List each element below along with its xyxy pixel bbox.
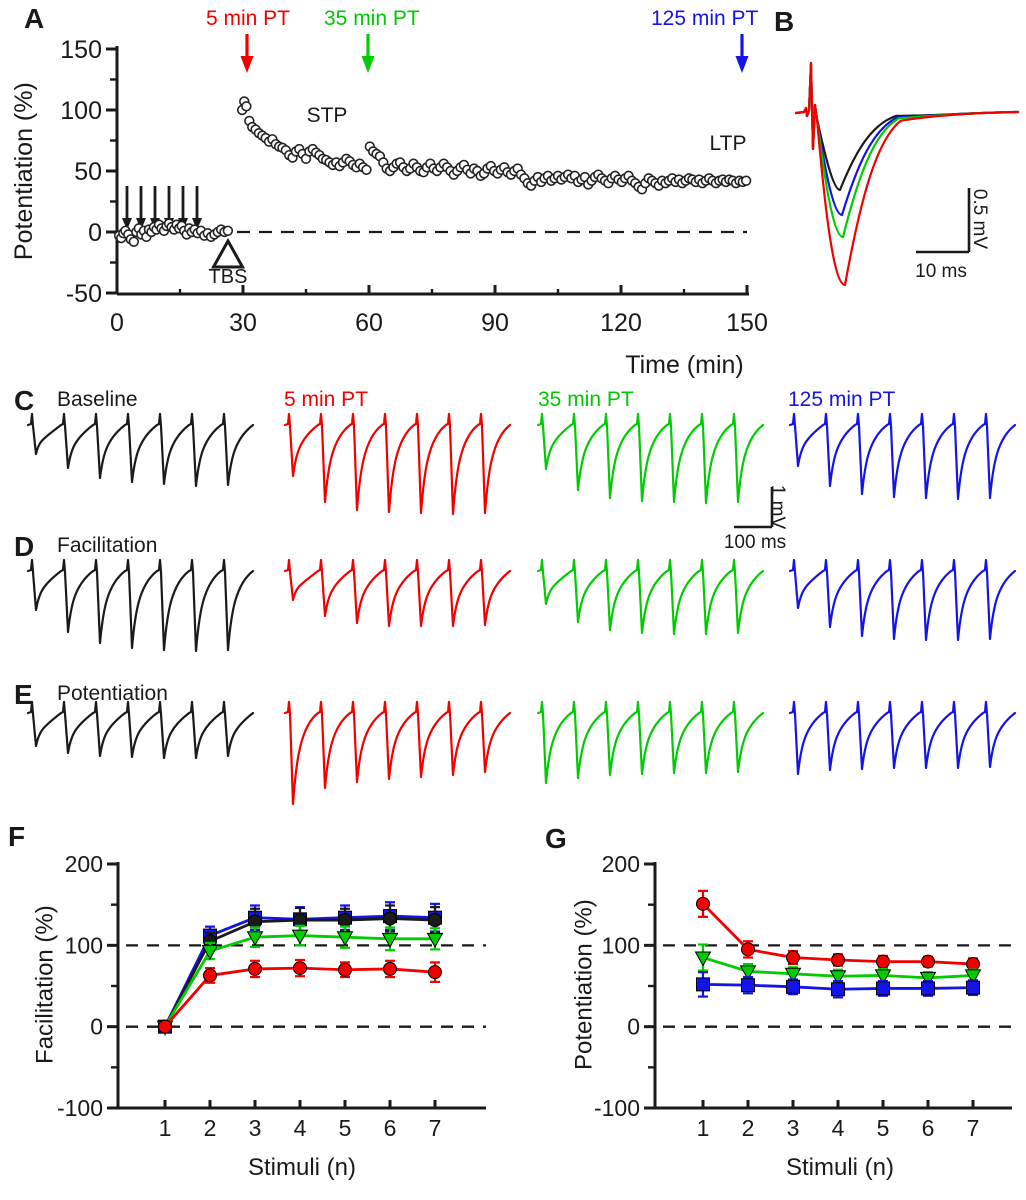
svg-text:5: 5 [877, 1115, 890, 1141]
panel-a-x-axis-title: Time (min) [625, 351, 744, 379]
svg-text:100: 100 [602, 932, 640, 958]
svg-text:150: 150 [726, 309, 768, 337]
panel-f-x-axis-title: Stimuli (n) [247, 1154, 356, 1181]
svg-text:-100: -100 [594, 1095, 640, 1121]
svg-text:30: 30 [229, 309, 257, 337]
svg-text:3: 3 [249, 1115, 262, 1141]
svg-text:1: 1 [159, 1115, 172, 1141]
panel-b-letter: B [774, 6, 795, 37]
svg-text:-100: -100 [57, 1095, 103, 1121]
stp-annotation: STP [306, 104, 348, 127]
svg-text:0: 0 [88, 219, 102, 247]
row-e-title: Potentiation [57, 682, 168, 705]
arrow-label-35min: 35 min PT [324, 7, 420, 30]
row-d-title: Facilitation [57, 534, 158, 557]
svg-text:4: 4 [832, 1115, 845, 1141]
svg-text:5: 5 [339, 1115, 352, 1141]
svg-text:90: 90 [481, 309, 509, 337]
panel-b-overlaid-traces [794, 61, 1020, 287]
ltp-annotation: LTP [709, 132, 747, 155]
svg-text:200: 200 [65, 851, 103, 877]
svg-text:100: 100 [60, 97, 102, 125]
panel-d-letter: D [14, 531, 35, 562]
column-title-5min: 5 min PT [284, 388, 369, 411]
svg-text:-50: -50 [66, 280, 102, 308]
svg-text:120: 120 [600, 309, 642, 337]
svg-text:2: 2 [204, 1115, 217, 1141]
panel-a-letter: A [24, 3, 45, 34]
svg-text:6: 6 [922, 1115, 935, 1141]
svg-text:100: 100 [65, 932, 103, 958]
svg-text:200: 200 [602, 851, 640, 877]
svg-text:1: 1 [697, 1115, 710, 1141]
svg-text:3: 3 [787, 1115, 800, 1141]
panel-g-letter: G [545, 823, 567, 854]
svg-text:7: 7 [429, 1115, 442, 1141]
svg-text:7: 7 [967, 1115, 980, 1141]
column-title-35min: 35 min PT [538, 388, 634, 411]
arrow-label-5min: 5 min PT [205, 7, 291, 30]
panel-f-facilitation-plot: 200 100 0 -100 1 2 3 4 5 6 7 [57, 851, 486, 1141]
panels-cde-trace-rows [26, 412, 1017, 806]
panel-f-letter: F [8, 821, 26, 852]
panel-a-time-course-plot: 150 100 50 0 -50 0 30 60 90 120 150 [60, 34, 768, 337]
cde-time-scale-label: 100 ms [723, 532, 787, 553]
svg-text:6: 6 [384, 1115, 397, 1141]
panel-g-x-axis-title: Stimuli (n) [785, 1154, 894, 1181]
svg-text:50: 50 [74, 158, 102, 186]
svg-text:2: 2 [742, 1115, 755, 1141]
svg-text:0: 0 [90, 1014, 103, 1040]
svg-text:0: 0 [110, 309, 124, 337]
panel-g-potentiation-plot: 200 100 0 -100 1 2 3 4 5 6 7 [594, 851, 1012, 1141]
svg-text:0: 0 [627, 1014, 640, 1040]
row-c-title: Baseline [57, 388, 138, 411]
column-title-125min: 125 min PT [788, 388, 896, 411]
svg-text:4: 4 [294, 1115, 307, 1141]
panel-c-letter: C [14, 385, 35, 416]
panel-b-time-scale-label: 10 ms [915, 261, 967, 282]
svg-text:60: 60 [355, 309, 383, 337]
panel-e-letter: E [14, 679, 33, 710]
svg-text:150: 150 [60, 36, 102, 64]
arrow-label-125min: 125 min PT [651, 7, 759, 30]
tbs-annotation: TBS [208, 266, 248, 288]
